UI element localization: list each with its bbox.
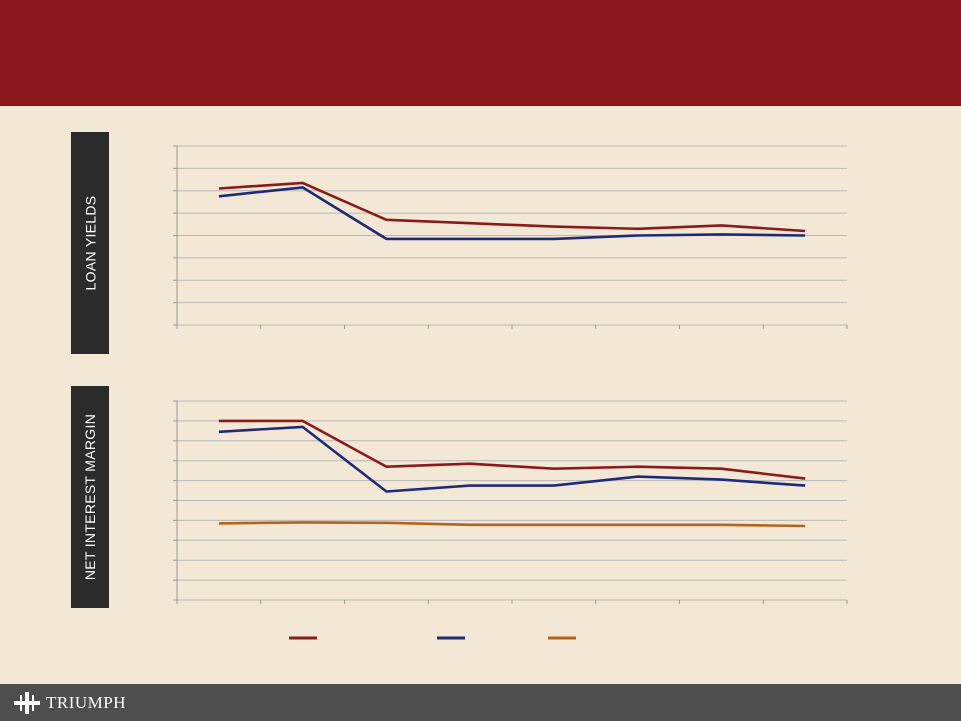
nim-series-orange-line <box>218 521 806 528</box>
brand-name: TRIUMPH <box>46 693 127 712</box>
loan-yields-series-blue-line <box>218 186 806 241</box>
footer-band <box>0 684 961 721</box>
nim-series-blue-line <box>218 425 806 493</box>
loan-yields-label-box: LOAN YIELDS <box>71 132 109 354</box>
brand-logo: TRIUMPH <box>14 691 126 715</box>
loan-yields-series-red-line <box>218 181 806 233</box>
header-band <box>0 0 961 106</box>
nim-label-box: NET INTEREST MARGIN <box>71 386 109 608</box>
nim-series-red-line <box>218 419 806 480</box>
triumph-cross-icon <box>14 692 40 714</box>
